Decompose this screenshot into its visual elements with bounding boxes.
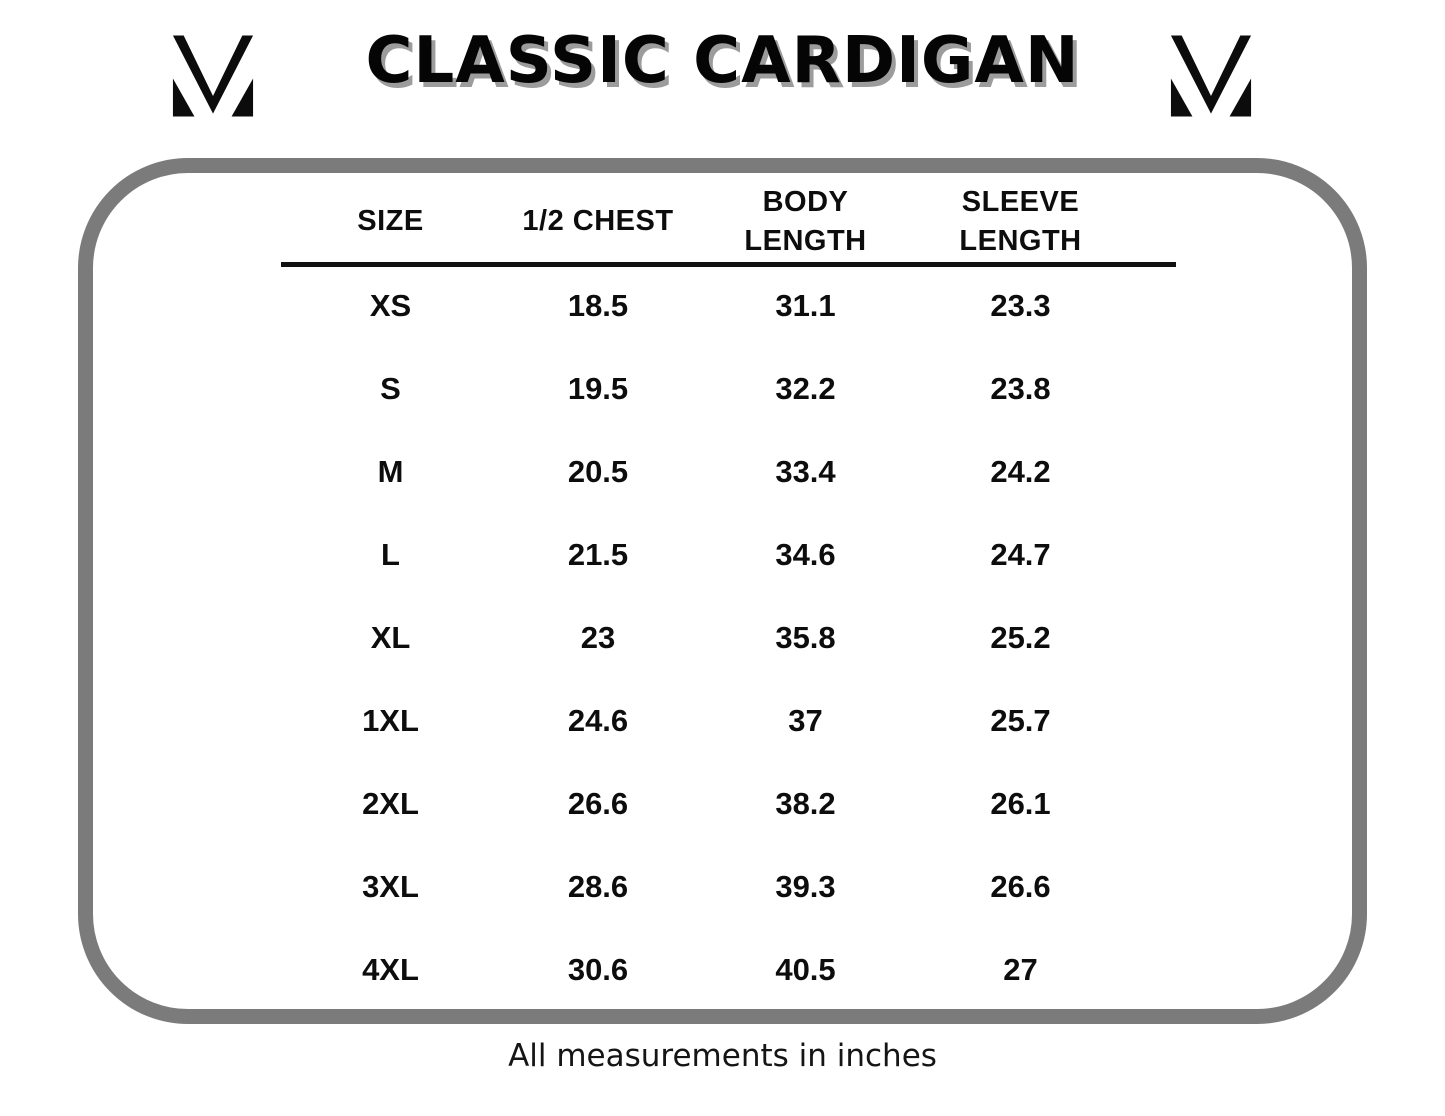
cell-size: 1XL — [362, 702, 419, 738]
cell-sleeve-length: 25.7 — [990, 702, 1051, 738]
m-monogram-icon — [172, 35, 254, 117]
cell-half-chest: 21.5 — [567, 536, 629, 572]
cell-sleeve-length: 26.6 — [990, 868, 1051, 904]
cell-body-length: 34.6 — [775, 536, 836, 572]
column-header-half-chest: 1/2 CHEST — [503, 180, 693, 264]
cell-half-chest: 26.6 — [567, 785, 629, 821]
cell-size: XL — [370, 619, 411, 655]
column-header-line: SLEEVE — [961, 185, 1080, 218]
cell-size: M — [377, 453, 404, 489]
cell-sleeve-length: 23.3 — [990, 287, 1051, 323]
cell-body-length: 31.1 — [775, 287, 836, 323]
table-row: S 19.5 32.2 23.8 — [278, 347, 1123, 430]
size-chart-panel — [78, 158, 1367, 1024]
cell-sleeve-length: 25.2 — [990, 619, 1051, 655]
column-header-line: SIZE — [357, 205, 424, 238]
cell-sleeve-length: 24.2 — [990, 453, 1051, 489]
column-header-size: SIZE — [278, 180, 503, 264]
column-header-line: LENGTH — [959, 225, 1082, 257]
cell-half-chest: 28.6 — [567, 868, 629, 904]
table-row: 3XL 28.6 39.3 26.6 — [278, 845, 1123, 928]
header-row: SIZE 1/2 CHEST BODY LENGTH SLEEVE LENGTH — [278, 180, 1123, 264]
cell-size: L — [381, 536, 400, 572]
cell-half-chest: 24.6 — [567, 702, 629, 738]
cell-body-length: 32.2 — [775, 370, 836, 406]
table-row: XS 18.5 31.1 23.3 — [278, 264, 1123, 347]
column-header-body-length: BODY LENGTH — [693, 180, 918, 264]
table-row: M 20.5 33.4 24.2 — [278, 430, 1123, 513]
size-chart-table: SIZE 1/2 CHEST BODY LENGTH SLEEVE LENGTH… — [278, 180, 1123, 1011]
cell-sleeve-length: 23.8 — [990, 370, 1051, 406]
cell-body-length: 39.3 — [775, 868, 836, 904]
table-row: L 21.5 34.6 24.7 — [278, 513, 1123, 596]
cell-half-chest: 20.5 — [567, 453, 629, 489]
measurements-note: All measurements in inches — [508, 1038, 937, 1074]
cell-body-length: 35.8 — [775, 619, 836, 655]
cell-size: XS — [369, 287, 412, 323]
cell-sleeve-length: 26.1 — [990, 785, 1051, 821]
column-header-line: LENGTH — [744, 225, 867, 257]
table-row: 4XL 30.6 40.5 27 — [278, 928, 1123, 1011]
table-row: 2XL 26.6 38.2 26.1 — [278, 762, 1123, 845]
cell-half-chest: 18.5 — [567, 287, 629, 323]
cell-sleeve-length: 24.7 — [990, 536, 1051, 572]
cell-body-length: 40.5 — [775, 951, 836, 987]
cell-size: S — [380, 370, 401, 406]
column-header-line: BODY — [762, 185, 849, 218]
cell-half-chest: 19.5 — [567, 370, 629, 406]
cell-size: 4XL — [362, 951, 419, 987]
cell-size: 2XL — [362, 785, 419, 821]
m-monogram-icon — [1170, 35, 1252, 117]
cell-sleeve-length: 27 — [1003, 951, 1038, 987]
cell-half-chest: 23 — [580, 619, 616, 655]
cell-size: 3XL — [362, 868, 419, 904]
table-row: 1XL 24.6 37 25.7 — [278, 679, 1123, 762]
column-header-line: 1/2 CHEST — [522, 205, 674, 238]
column-header-sleeve-length: SLEEVE LENGTH — [918, 180, 1123, 264]
cell-body-length: 33.4 — [775, 453, 836, 489]
table-row: XL 23 35.8 25.2 — [278, 596, 1123, 679]
page-title: CLASSIC CARDIGAN — [365, 24, 1080, 98]
cell-body-length: 37 — [788, 702, 823, 738]
cell-body-length: 38.2 — [775, 785, 836, 821]
cell-half-chest: 30.6 — [567, 951, 629, 987]
header-divider — [281, 262, 1176, 267]
